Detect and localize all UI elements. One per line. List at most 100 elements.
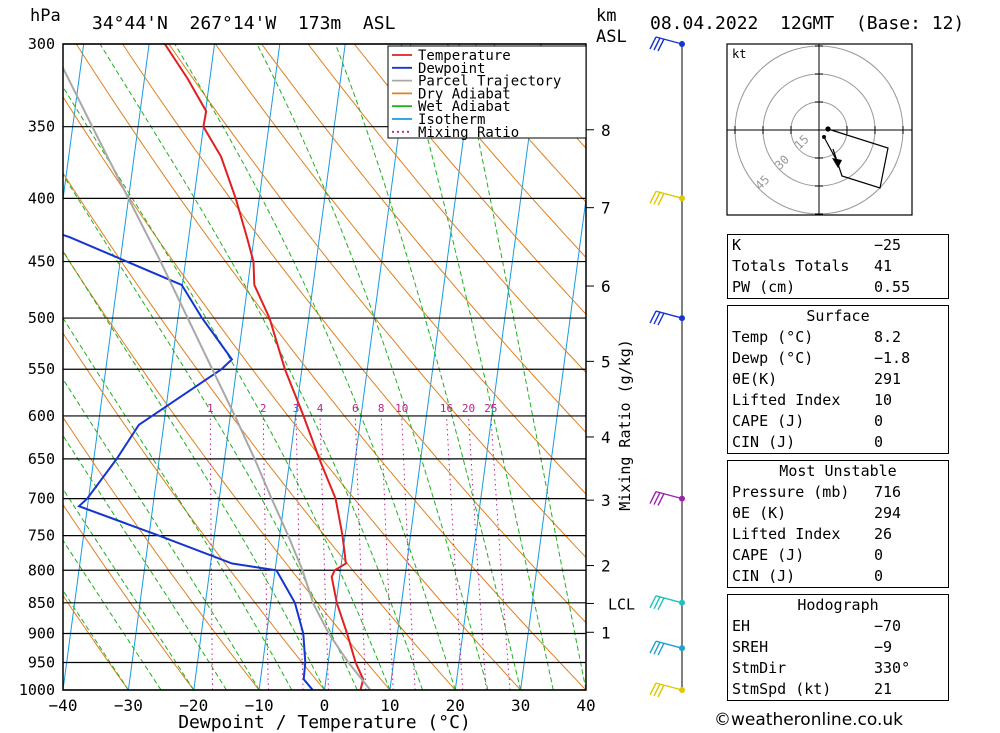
general-row: PW (cm) 0.55 xyxy=(728,277,949,299)
isotherm-line xyxy=(0,44,18,690)
indices-table-hodograph: Hodograph EH −70 SREH −9 StmDir 330° StmSpd (kt… xyxy=(727,594,949,701)
hodograph-section-title: Hodograph xyxy=(797,596,879,614)
isotherm-line xyxy=(63,44,150,690)
dry-adiabat-line xyxy=(63,172,456,690)
surface-row: CIN (J) 0 xyxy=(728,432,949,454)
index-label: CAPE (J) xyxy=(732,546,805,564)
km-label: km xyxy=(596,6,617,26)
wind-barb xyxy=(649,36,683,52)
isotherm-line xyxy=(324,44,412,690)
temperature-tick-label: 0 xyxy=(320,696,330,715)
surface-section-title: Surface xyxy=(806,307,870,325)
legend-entry: Wet Adiabat xyxy=(418,99,511,115)
pressure-tick-label: 350 xyxy=(28,118,55,136)
pressure-tick-label: 900 xyxy=(28,624,55,642)
mixing-ratio-label: 1 xyxy=(207,402,214,415)
general-row: Totals Totals 41 xyxy=(728,256,949,277)
index-label: StmDir xyxy=(732,659,787,677)
pressure-tick-label: 500 xyxy=(28,309,55,327)
datetime-title: 08.04.2022 12GMT (Base: 12) xyxy=(650,13,965,34)
index-label: StmSpd (kt) xyxy=(732,680,832,698)
legend-entry: Temperature xyxy=(418,48,511,64)
km-tick-label: 7 xyxy=(601,199,611,218)
wind-barb xyxy=(649,682,683,698)
pressure-tick-label: 700 xyxy=(28,490,55,508)
dry-adiabat-line xyxy=(63,95,521,690)
wind-barb xyxy=(649,640,683,656)
index-value: 21 xyxy=(874,680,893,698)
isotherm-line xyxy=(258,44,346,690)
hodograph-row: StmSpd (kt) 21 xyxy=(728,679,949,701)
isotherm-line xyxy=(127,44,215,690)
hodograph-trace xyxy=(827,128,889,189)
mixing-ratio-label: 2 xyxy=(260,402,267,415)
index-label: Lifted Index xyxy=(732,525,841,543)
index-label: Dewp (°C) xyxy=(732,349,814,367)
series-parcel-trajectory xyxy=(63,65,372,690)
dry-adiabat-line xyxy=(307,44,586,374)
credit-text: ©weatheronline.co.uk xyxy=(714,710,904,730)
surface-row: CAPE (J) 0 xyxy=(728,411,949,432)
index-label: CAPE (J) xyxy=(732,412,805,430)
wind-barb xyxy=(649,490,683,506)
index-label: SREH xyxy=(732,638,769,656)
most-unstable-row: CIN (J) 0 xyxy=(728,566,949,588)
index-label: CIN (J) xyxy=(732,433,796,451)
index-value: 0 xyxy=(874,433,884,451)
mixing-ratio-label: 6 xyxy=(352,402,359,415)
hodograph-row: SREH −9 xyxy=(728,637,949,658)
index-value: 330° xyxy=(874,659,911,677)
km-tick-label: 1 xyxy=(601,623,611,642)
pressure-tick-label: 550 xyxy=(28,360,55,378)
pressure-tick-label: 650 xyxy=(28,450,55,468)
mixing-ratio-label: 3 xyxy=(293,402,300,415)
most-unstable-row: CAPE (J) 0 xyxy=(728,545,949,566)
wind-barb xyxy=(649,190,683,206)
most-unstable-section-title: Most Unstable xyxy=(779,462,897,480)
index-value: −25 xyxy=(874,236,902,254)
mixing-ratio-label: 20 xyxy=(462,402,475,415)
km-tick-label: 5 xyxy=(601,352,611,371)
pressure-tick-label: 600 xyxy=(28,407,55,425)
pressure-tick-label: 400 xyxy=(28,189,55,207)
index-value: 716 xyxy=(874,483,902,501)
pressure-tick-label: 450 xyxy=(28,253,55,271)
storm-motion-arrow xyxy=(823,136,839,164)
index-label: Pressure (mb) xyxy=(732,483,850,501)
index-label: EH xyxy=(732,617,751,635)
legend-box xyxy=(387,45,587,139)
mixing-ratio-label: 8 xyxy=(378,402,385,415)
location-title: 34°44'N 267°14'W 173m ASL xyxy=(92,13,396,34)
general-row: K −25 xyxy=(728,235,949,257)
index-value: −9 xyxy=(874,638,893,656)
km-tick-label: 8 xyxy=(601,121,611,140)
wind-barb xyxy=(649,310,683,326)
index-label: K xyxy=(732,236,742,254)
dry-adiabat-line xyxy=(400,44,586,259)
index-value: 291 xyxy=(874,370,902,388)
mixing-ratio-line xyxy=(354,415,367,690)
pressure-tick-label: 800 xyxy=(28,561,55,579)
pressure-unit-label: hPa xyxy=(30,6,61,26)
km-tick-label: 3 xyxy=(601,491,611,510)
index-label: θE(K) xyxy=(732,370,778,388)
index-label: θE (K) xyxy=(732,504,787,522)
index-value: 0 xyxy=(874,412,884,430)
pressure-tick-label: 850 xyxy=(28,594,55,612)
index-value: 0 xyxy=(874,567,884,585)
isotherm-line xyxy=(389,44,477,690)
storm-motion-dot xyxy=(822,135,826,139)
legend-entry: Dry Adiabat xyxy=(418,86,511,102)
legend-entry: Mixing Ratio xyxy=(418,125,519,141)
surface-row: Lifted Index 10 xyxy=(728,390,949,411)
temperature-tick-label: 10 xyxy=(380,696,399,715)
plot-frame xyxy=(62,43,587,691)
km-tick-label: 6 xyxy=(601,277,611,296)
pressure-tick-label: 300 xyxy=(28,35,55,53)
pressure-tick-label: 950 xyxy=(28,653,55,671)
index-value: −70 xyxy=(874,617,902,635)
km-tick-label: 2 xyxy=(601,557,611,576)
legend-entry: Isotherm xyxy=(418,112,485,128)
most-unstable-row: Pressure (mb) 716 xyxy=(728,482,949,503)
